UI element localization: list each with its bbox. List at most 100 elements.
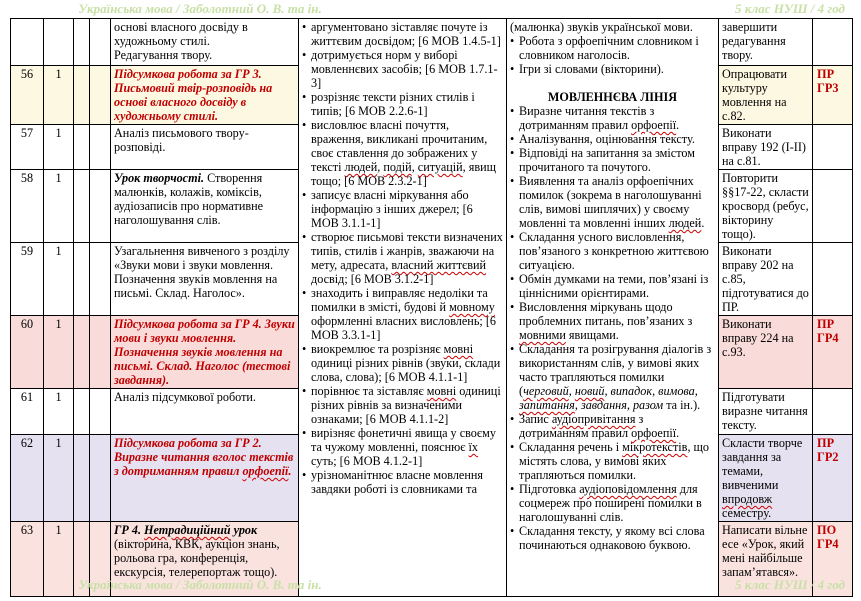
topic-cell: Підсумкова робота за ГР 3. Письмовий тві… (110, 65, 299, 125)
homework-cell: Опрацювати культуру мовлення на с.82. (718, 65, 813, 125)
assessment-cell: ПР ГР3 (812, 65, 853, 125)
homework-cell: Виконати вправу 202 на с.85, підготувати… (718, 242, 813, 316)
table-row: 61 1 Аналіз підсумкової роботи. Підготув… (10, 388, 853, 435)
topic-cell: Підсумкова робота за ГР 2. Виразне читан… (110, 434, 299, 522)
bullet-item: • Складання тексту, у якому всі слова поч… (510, 524, 708, 552)
assessment-cell: ПР ГР2 (812, 434, 853, 522)
bullet-marker: • (510, 272, 515, 286)
lesson-number-cell: 59 (10, 242, 44, 316)
lesson-number-cell: 60 (10, 315, 44, 389)
bullet-marker: • (302, 468, 307, 482)
date-cell (89, 124, 111, 170)
bullet-marker: • (510, 174, 515, 188)
speech-line-cell: (малюнка) звуків української мови. • Робо… (506, 18, 719, 597)
assessment-cell (812, 388, 853, 435)
topic-cell: Аналіз письмового твору-розповіді. (110, 124, 299, 170)
date-cell (73, 65, 90, 125)
bullet-item: • урізноманітнює власне мовлення завдяки … (302, 468, 487, 496)
lesson-number-cell: 58 (10, 169, 44, 243)
bullet-item: • виокремлює та розрізняє мовні одиниці р… (302, 342, 504, 384)
topic-cell: ГР 4. Нетрадиційний урок (вікторина, КВК… (110, 521, 299, 597)
bullet-item: • висловлює власні почуття, враження, вик… (302, 118, 500, 188)
date-cell (89, 434, 111, 522)
topic-cell: Аналіз підсумкової роботи. (110, 388, 299, 435)
homework-cell: Написати вільне есе «Урок, який мені най… (718, 521, 813, 597)
outcomes-list: • аргументовано зіставляє почуте із життє… (302, 20, 503, 496)
bullet-marker: • (510, 482, 515, 496)
page-header-grade: 5 клас НУШ / 4 год (734, 1, 845, 16)
speech-continuation: (малюнка) звуків української мови. (510, 20, 693, 34)
bullet-marker: • (510, 34, 515, 48)
date-cell (89, 18, 111, 66)
lesson-number-cell: 56 (10, 65, 44, 125)
bullet-item: • аргументовано зіставляє почуте із життє… (302, 20, 501, 48)
assessment-cell: ПО ГР4 (812, 521, 853, 597)
bullet-marker: • (302, 188, 307, 202)
page-footer-grade: 5 клас НУШ / 4 год (734, 577, 845, 592)
date-cell (73, 388, 90, 435)
bullet-item: • порівнює та зіставляє мовні одиниці різ… (302, 384, 504, 426)
table-row: 57 1 Аналіз письмового твору-розповіді. … (10, 124, 853, 170)
bullet-item: • Підготовка аудіоповідомлення для соцмер… (510, 482, 705, 524)
bullet-marker: • (510, 230, 515, 244)
page-header-title: Українська мова / Заболотний О. В. та ін… (78, 1, 322, 16)
page-footer-title: Українська мова / Заболотний О. В. та ін… (78, 577, 322, 592)
speech-line-heading: МОВЛЕННЄВА ЛІНІЯ (547, 90, 678, 104)
homework-cell: Виконати вправу 192 (І-ІІ) на с.81. (718, 124, 813, 170)
bullet-item: • Складання усного висловлення, пов’язано… (510, 230, 712, 272)
bullet-item: • Робота з орфоепічним словником і словни… (510, 34, 702, 62)
assessment-cell (812, 18, 853, 66)
bullet-item: • Відповіді на запитання за змістом прочи… (510, 146, 698, 174)
bullet-marker: • (302, 48, 307, 62)
learning-outcomes-cell: • аргументовано зіставляє почуте із життє… (298, 18, 507, 597)
bullet-item: • вирізняє фонетичні явища у своєму та чу… (302, 426, 499, 468)
bullet-marker: • (510, 146, 515, 160)
bullet-marker: • (510, 300, 515, 314)
bullet-marker: • (302, 286, 307, 300)
topic-cell: Підсумкова робота за ГР 4. Звуки мови і … (110, 315, 299, 389)
date-cell (89, 65, 111, 125)
bullet-item: • Виявлення та аналіз орфоепічних помилок… (510, 174, 705, 230)
date-cell (89, 315, 111, 389)
homework-cell: завершити редагування твору. (718, 18, 813, 66)
lesson-number-cell: 63 (10, 521, 44, 597)
bullet-marker: • (510, 342, 515, 356)
homework-cell: Виконати вправу 224 на с.93. (718, 315, 813, 389)
topic-cell: Урок творчості. Створення малюнків, кола… (110, 169, 299, 243)
bullet-marker: • (302, 342, 307, 356)
table-row: 63 1 ГР 4. Нетрадиційний урок (вікторина… (10, 521, 853, 597)
bullet-item: • дотримується норм у виборі мовленнєвих … (302, 48, 498, 90)
bullet-marker: • (302, 426, 307, 440)
bullet-item: • Запис аудіопривітання з дотриманням пра… (510, 412, 680, 440)
date-cell (73, 434, 90, 522)
lesson-number-cell: 62 (10, 434, 44, 522)
bullet-marker: • (510, 440, 515, 454)
bullet-item: • знаходить і виправляє недоліки та помил… (302, 286, 500, 342)
homework-cell: Повторити §§17-22, скласти кросворд (реб… (718, 169, 813, 243)
bullet-item: • Ігри зі словами (вікторини). (510, 62, 664, 76)
bullet-marker: • (510, 62, 515, 76)
date-cell (89, 242, 111, 316)
date-cell (89, 521, 111, 597)
bullet-marker: • (510, 524, 515, 538)
table-row: 59 1 Узагальнення вивченого з розділу «З… (10, 242, 853, 316)
bullet-item: • Аналізування, оцінювання тексту. (510, 132, 695, 146)
bullet-marker: • (510, 104, 515, 118)
homework-cell: Підготувати виразне читання тексту. (718, 388, 813, 435)
hours-cell: 1 (43, 388, 74, 435)
bullet-item: • створює письмові тексти визначених типі… (302, 230, 506, 286)
lesson-number-cell (10, 18, 44, 66)
hours-cell (43, 18, 74, 66)
bullet-item: • Складання та розігрування діалогів з ви… (510, 342, 715, 412)
topic-cell: Узагальнення вивченого з розділу «Звуки … (110, 242, 299, 316)
speech-list: • Виразне читання текстів з дотриманням п… (510, 104, 715, 552)
assessment-cell (812, 169, 853, 243)
bullet-item: • записує власні міркування або інформаці… (302, 188, 476, 230)
lesson-number-cell: 57 (10, 124, 44, 170)
lesson-number-cell: 61 (10, 388, 44, 435)
assessment-cell (812, 242, 853, 316)
topic-cell: основі власного досвіду в художньому сти… (110, 18, 299, 66)
bullet-marker: • (302, 90, 307, 104)
table-row: 62 1 Підсумкова робота за ГР 2. Виразне … (10, 434, 853, 522)
hours-cell: 1 (43, 315, 74, 389)
